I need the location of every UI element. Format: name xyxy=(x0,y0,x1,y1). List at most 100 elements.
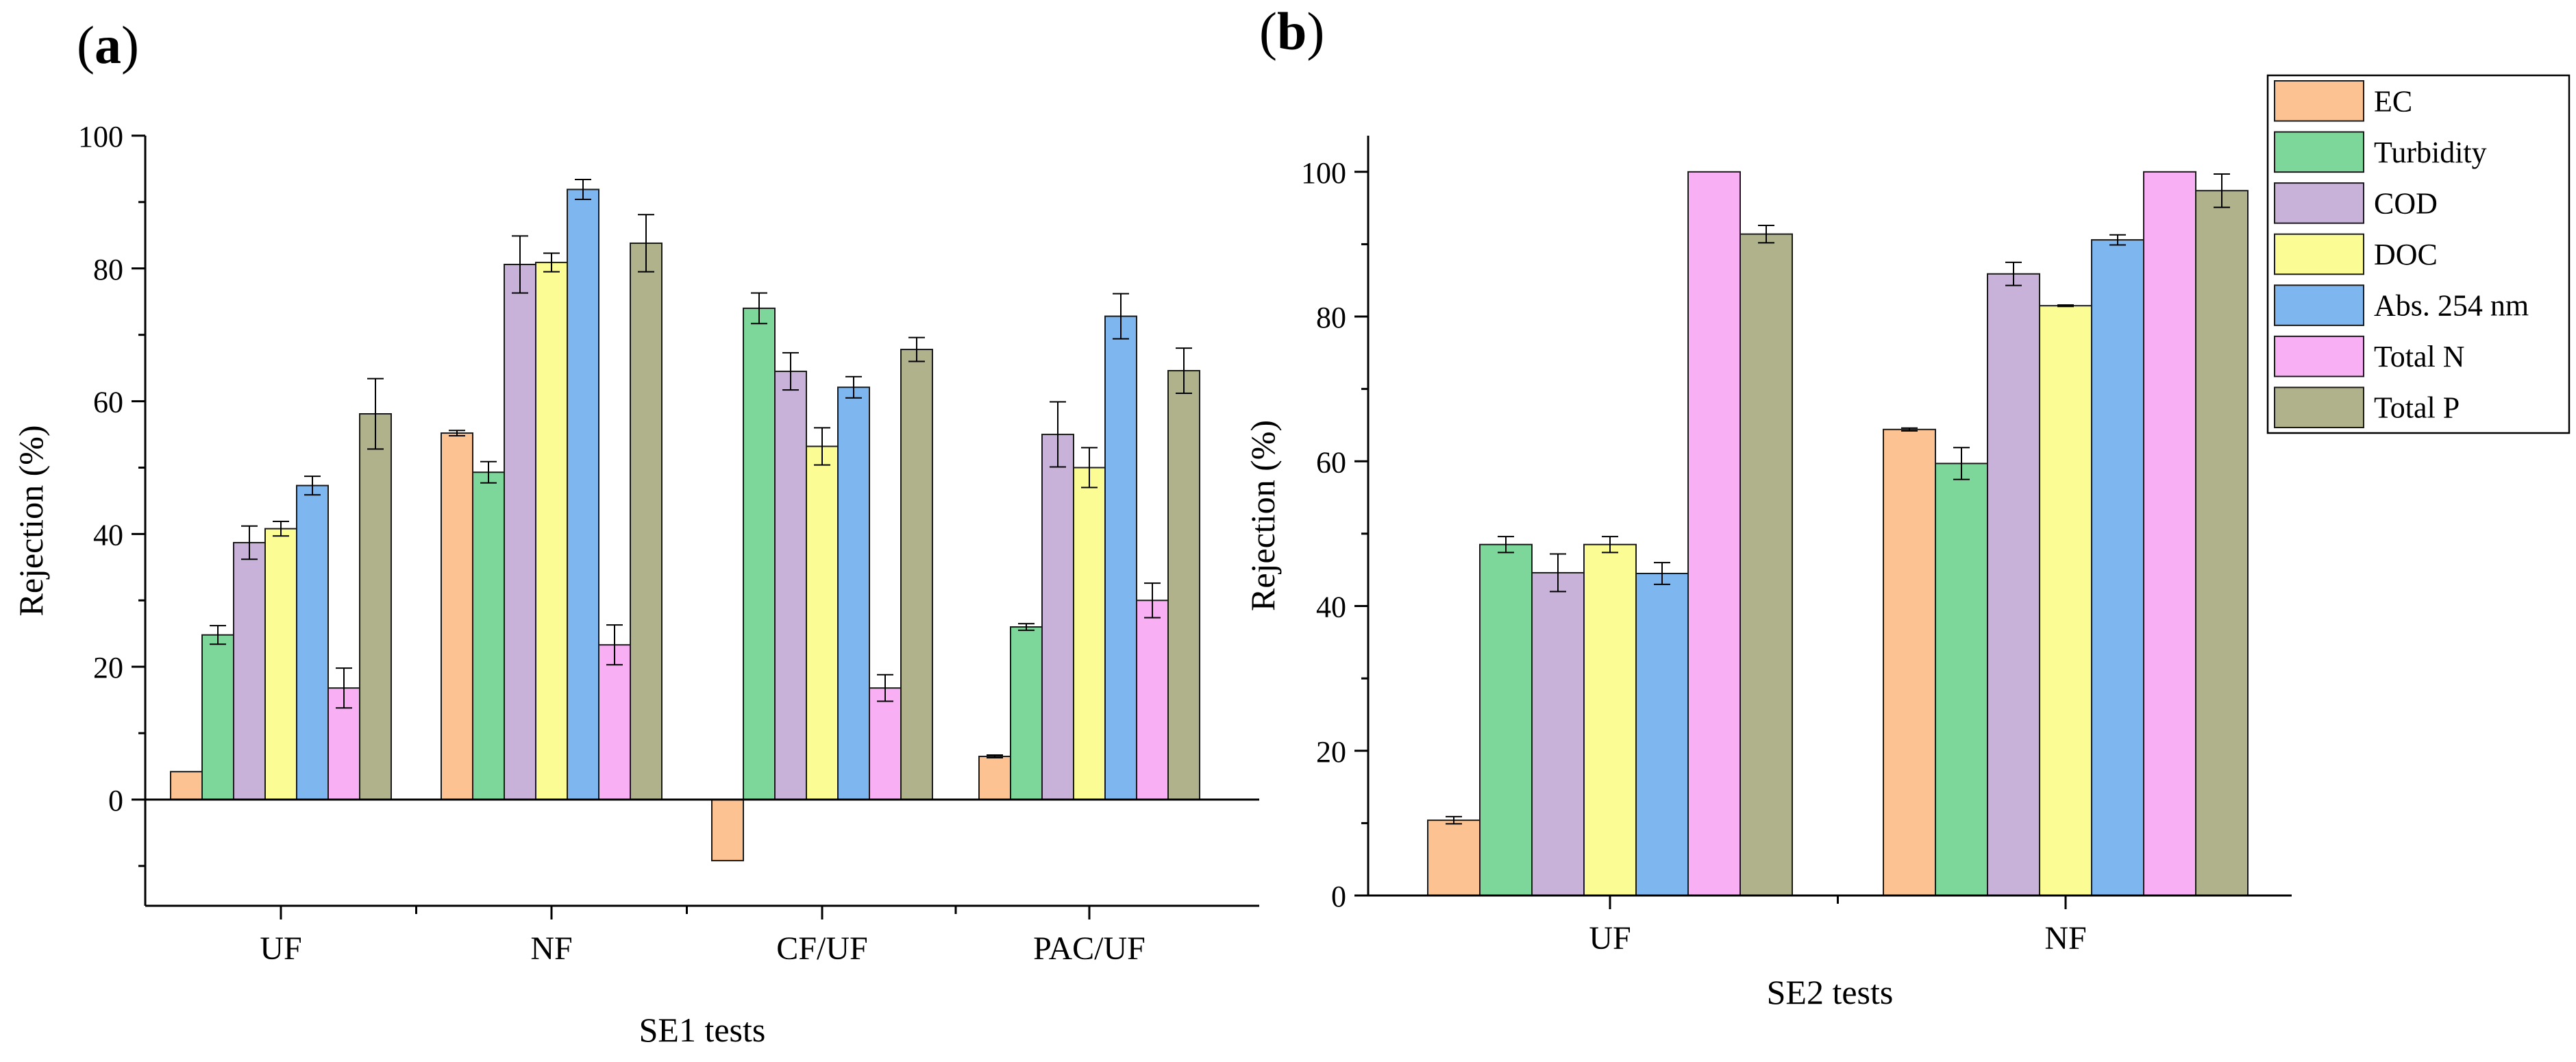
y-tick-label: 20 xyxy=(1316,735,1346,769)
error-bar xyxy=(241,525,258,560)
bar-cod-pac-uf xyxy=(1041,434,1074,800)
bar-ec-uf xyxy=(170,771,203,800)
error-bar xyxy=(845,375,862,399)
error-bar xyxy=(2057,304,2074,308)
error-bar xyxy=(273,520,289,537)
bar-abs-254-nm-nf xyxy=(2091,239,2144,896)
bar-ec-uf xyxy=(1427,819,1481,897)
bar-total-p-cf-uf xyxy=(900,349,933,800)
bar-total-p-nf xyxy=(2195,190,2249,896)
legend-label: COD xyxy=(2374,186,2438,220)
error-bar xyxy=(1901,427,1918,432)
error-bar xyxy=(336,667,352,709)
x-tick-label: CF/UF xyxy=(776,930,867,967)
legend-swatch xyxy=(2274,182,2364,224)
legend-label: EC xyxy=(2374,84,2412,118)
bar-cod-nf xyxy=(1987,273,2040,897)
legend-label: Turbidity xyxy=(2374,136,2487,169)
error-bar xyxy=(987,754,1003,758)
legend: EC Turbidity COD DOC Abs. 254 nm Total N Total… xyxy=(2266,74,2571,434)
bar-abs-254-nm-cf-uf xyxy=(837,386,870,800)
chart-panel-a: (a) 0 20 40 60 80 100 UF NF CF/UF PAC/UF SE1 tests R… xyxy=(12,15,1259,1049)
bar-total-n-nf xyxy=(2143,171,2196,896)
bar-doc-cf-uf xyxy=(806,445,839,800)
y-tick-label: 60 xyxy=(93,386,123,419)
y-tick-label: 80 xyxy=(93,253,123,286)
error-bar xyxy=(575,178,591,201)
legend-swatch xyxy=(2274,233,2364,275)
y-tick-label: 40 xyxy=(93,518,123,552)
error-bar xyxy=(480,460,497,484)
legend-swatch xyxy=(2274,386,2364,429)
bar-abs-254-nm-pac-uf xyxy=(1104,315,1137,800)
x-tick-label: UF xyxy=(1589,920,1631,956)
bar-cod-nf xyxy=(504,263,536,800)
y-tick-label: 100 xyxy=(1301,156,1346,190)
bar-turbidity-uf xyxy=(1479,543,1533,896)
y-tick-label: 80 xyxy=(1316,301,1346,334)
x-tick-label: PAC/UF xyxy=(1033,930,1145,967)
error-bar xyxy=(2109,234,2126,246)
bar-turbidity-nf xyxy=(472,471,505,800)
y-tick-label: 40 xyxy=(1316,591,1346,624)
y-tick-label: 20 xyxy=(93,651,123,684)
panel-label: (b) xyxy=(1259,1,1324,61)
legend-label: Total N xyxy=(2374,340,2465,373)
panel-label: (a) xyxy=(77,15,139,75)
bar-total-n-cf-uf xyxy=(869,687,902,800)
error-bar xyxy=(1758,224,1774,244)
error-bar xyxy=(1446,815,1462,825)
error-bar xyxy=(1144,582,1161,619)
error-bar xyxy=(1953,447,1970,480)
error-bar xyxy=(908,336,925,362)
legend-swatch xyxy=(2274,80,2364,122)
bar-cod-uf xyxy=(1531,571,1585,896)
bar-doc-pac-uf xyxy=(1073,467,1106,800)
error-bar xyxy=(1018,623,1035,631)
x-axis-title: SE2 tests xyxy=(1767,973,1894,1011)
error-bar xyxy=(543,252,560,273)
bar-doc-nf xyxy=(535,262,568,800)
legend-swatch xyxy=(2274,284,2364,326)
y-tick-label: 100 xyxy=(78,120,123,153)
error-bar xyxy=(304,476,321,496)
legend-label: DOC xyxy=(2374,238,2438,271)
error-bar xyxy=(814,427,830,466)
legend-swatch xyxy=(2274,131,2364,173)
bar-doc-uf xyxy=(264,528,297,800)
panel-label-open: ( xyxy=(77,15,95,75)
panel-label-open: ( xyxy=(1259,1,1277,61)
panel-label-letter: b xyxy=(1277,1,1306,61)
error-bar xyxy=(1654,562,1670,585)
error-bar xyxy=(2214,173,2230,208)
bar-doc-nf xyxy=(2039,305,2092,896)
error-bar xyxy=(210,625,226,645)
error-bar xyxy=(1550,553,1566,593)
bar-turbidity-cf-uf xyxy=(743,307,776,800)
error-bar xyxy=(877,674,893,702)
panel-label-letter: a xyxy=(95,15,121,75)
bar-abs-254-nm-uf xyxy=(1635,572,1689,896)
y-tick-label: 60 xyxy=(1316,445,1346,479)
bar-ec-nf xyxy=(1883,428,1936,896)
error-bar xyxy=(449,430,465,436)
x-tick-label: NF xyxy=(2044,920,2086,956)
bar-ec-pac-uf xyxy=(978,755,1011,800)
bar-abs-254-nm-uf xyxy=(296,484,329,800)
bar-doc-uf xyxy=(1583,543,1637,896)
x-tick-label: UF xyxy=(260,930,301,967)
bar-turbidity-pac-uf xyxy=(1010,626,1043,800)
y-axis-title: Rejection (%) xyxy=(1243,420,1282,611)
legend-label: Abs. 254 nm xyxy=(2374,289,2529,323)
error-bar xyxy=(782,351,799,391)
error-bar xyxy=(638,214,654,273)
panel-label-close: ) xyxy=(121,15,139,75)
error-bar xyxy=(512,235,528,294)
error-bar xyxy=(1050,401,1066,468)
bar-total-p-uf xyxy=(359,412,392,800)
panel-label-close: ) xyxy=(1306,1,1324,61)
bar-total-n-nf xyxy=(598,644,631,800)
y-tick-label: 0 xyxy=(1331,880,1346,913)
error-bar xyxy=(367,378,384,450)
